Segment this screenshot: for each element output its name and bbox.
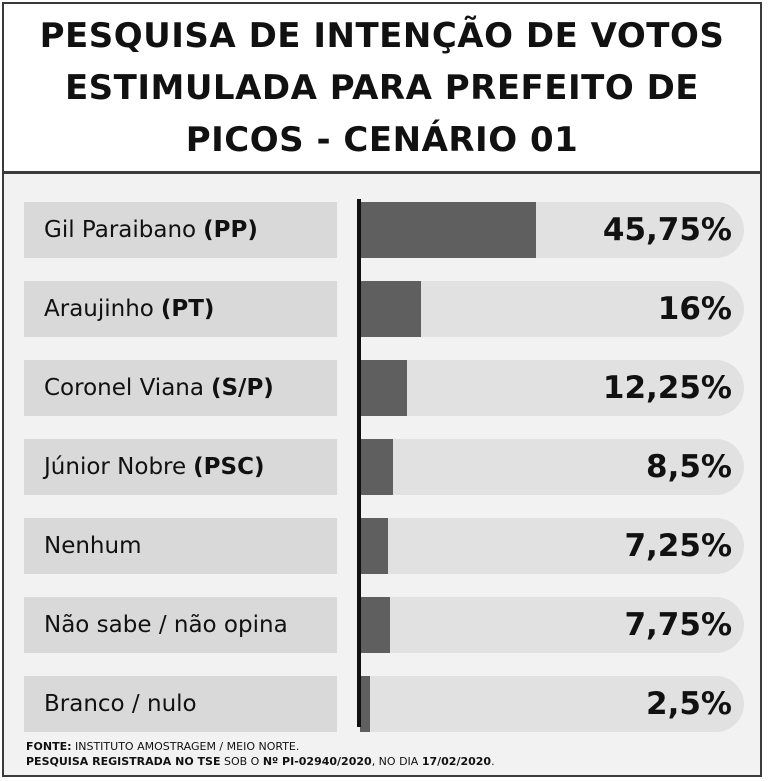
data-label: 8,5% [646,449,732,485]
bar-track [360,360,744,416]
data-label: 12,25% [602,370,732,406]
bar-track [360,281,744,337]
data-label: 45,75% [602,212,732,248]
bar [360,597,390,653]
bar-track [360,439,744,495]
bar [360,439,393,495]
category-name: Branco / nulo [44,691,197,717]
category-label: Gil Paraibano (PP) [24,202,337,258]
bar-track [360,676,744,732]
category-label: Nenhum [24,518,337,574]
registration-mid: SOB O [223,755,260,768]
category-name: Nenhum [44,533,142,559]
footer: FONTE: INSTITUTO AMOSTRAGEM / MEIO NORTE… [26,739,746,769]
registration-line: PESQUISA REGISTRADA NO TSE SOB O Nº PI-0… [26,754,746,769]
category-party: (PP) [203,217,258,243]
category-party: (S/P) [210,375,274,401]
data-label: 16% [657,291,732,327]
category-name: Júnior Nobre [44,454,187,480]
category-label: Branco / nulo [24,676,337,732]
category-label: Não sabe / não opina [24,597,337,653]
bar-track [360,597,744,653]
category-label: Júnior Nobre (PSC) [24,439,337,495]
source-label: FONTE: [26,740,72,753]
bar [360,281,422,337]
bar-chart: Gil Paraibano (PP) 45,75% Araujinho (PT) 16% C… [4,177,760,737]
category-name: Coronel Viana [44,375,204,401]
registration-date-prefix: , NO DIA [371,755,419,768]
chart-title: PESQUISA DE INTENÇÃO DE VOTOS ESTIMULADA… [39,15,725,160]
category-name: Gil Paraibano [44,217,197,243]
bar [360,360,408,416]
bar [360,202,536,258]
registration-date: 17/02/2020 [421,755,492,768]
data-label: 7,25% [624,528,732,564]
category-name: Não sabe / não opina [44,612,288,638]
data-label: 2,5% [646,686,732,722]
bar-track [360,518,744,574]
source-line: FONTE: INSTITUTO AMOSTRAGEM / MEIO NORTE… [26,739,746,754]
data-label: 7,75% [624,607,732,643]
chart-axis-line [357,199,361,727]
registration-number: Nº PI-02940/2020 [262,755,372,768]
registration-label: PESQUISA REGISTRADA NO TSE [26,755,221,768]
category-label: Araujinho (PT) [24,281,337,337]
category-name: Araujinho [44,296,154,322]
registration-end: . [491,755,495,768]
category-party: (PT) [160,296,215,322]
source-text: INSTITUTO AMOSTRAGEM / MEIO NORTE. [75,740,300,753]
bar [360,676,370,732]
category-label: Coronel Viana (S/P) [24,360,337,416]
category-party: (PSC) [193,454,265,480]
bar [360,518,388,574]
header: PESQUISA DE INTENÇÃO DE VOTOS ESTIMULADA… [4,4,760,174]
